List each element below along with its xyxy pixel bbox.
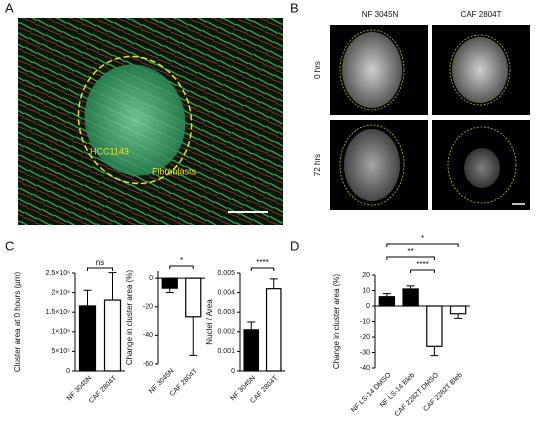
bar xyxy=(161,277,178,289)
error-bar xyxy=(108,272,117,301)
error-bar xyxy=(189,316,198,356)
bracket xyxy=(410,269,435,273)
y-tick-label: 10 xyxy=(362,287,370,294)
row-label: 72 hrs xyxy=(313,154,322,176)
cluster xyxy=(84,64,186,176)
x-tick-label: NF LS-14 DMSO xyxy=(350,371,393,414)
y-axis-label: Change in cluster area (%) xyxy=(332,274,341,369)
y-tick-label: 0 xyxy=(149,275,153,282)
bracket xyxy=(169,265,194,269)
y-axis-label: Change in cluster area (%) xyxy=(125,270,134,365)
significance: ** xyxy=(408,247,414,256)
significance: **** xyxy=(416,260,428,269)
bar xyxy=(103,299,122,372)
y-tick-label: -40 xyxy=(143,332,153,339)
significance: **** xyxy=(256,258,268,267)
column-label: NF 3045N xyxy=(362,10,399,19)
y-tick-label: 5×10⁵ xyxy=(51,348,70,355)
bar xyxy=(185,277,202,318)
y-tick-label: -60 xyxy=(143,361,153,368)
bracket xyxy=(250,267,275,271)
y-tick-label: 0 xyxy=(366,303,370,310)
panel-letter: B xyxy=(290,0,299,15)
bar xyxy=(243,329,260,372)
bar xyxy=(378,296,396,307)
y-tick-label: -30 xyxy=(360,349,370,356)
y-tick-label: 0.005 xyxy=(217,270,235,277)
y-tick-label: 1×10⁶ xyxy=(51,329,70,336)
bracket xyxy=(386,243,459,247)
error-bar xyxy=(165,288,174,293)
y-axis-label: Nuclei / Area xyxy=(205,299,214,345)
y-tick-label: -40 xyxy=(360,365,370,372)
y-tick-label: 20 xyxy=(362,272,370,279)
bar xyxy=(265,288,282,372)
y-tick-label: -20 xyxy=(143,304,153,311)
bracket xyxy=(386,256,435,260)
outline xyxy=(77,55,193,185)
panel-letter: D xyxy=(290,238,299,253)
micrographs xyxy=(330,25,530,210)
bar xyxy=(449,305,467,315)
bar xyxy=(78,305,97,372)
label: Fibroblasts xyxy=(152,166,197,176)
error-bar xyxy=(430,346,439,357)
x-tick-label: CAF 2282T DMSO xyxy=(394,371,441,418)
significance: * xyxy=(180,256,183,265)
row-label: 0 hrs xyxy=(313,61,322,79)
error-bar xyxy=(406,285,415,289)
y-tick-label: 0 xyxy=(66,368,70,375)
label: HCC1143 xyxy=(90,146,129,156)
y-axis-label: Cluster area at 0 hours (µm) xyxy=(13,272,22,373)
x-tick-label: CAF 2804T xyxy=(88,374,119,405)
error-bar xyxy=(83,289,92,306)
y-tick-label: 1.5×10⁶ xyxy=(46,309,71,316)
y-tick-label: 2.5×10⁶ xyxy=(46,270,71,277)
y-tick-label: 0.004 xyxy=(217,289,235,296)
panel-letter: C xyxy=(5,238,14,253)
significance: * xyxy=(421,234,424,243)
y-tick-label: -20 xyxy=(360,334,370,341)
panel-letter: A xyxy=(5,0,14,15)
bar xyxy=(426,305,443,347)
y-tick-label: 0.002 xyxy=(217,329,235,336)
error-bar xyxy=(382,293,391,297)
y-tick-label: 0.003 xyxy=(217,309,235,316)
error-bar xyxy=(454,313,463,319)
y-tick-label: 2×10⁶ xyxy=(51,289,70,296)
y-tick-label: 0 xyxy=(231,368,235,375)
error-bar xyxy=(247,321,256,330)
bar xyxy=(402,288,419,307)
y-tick-label: -10 xyxy=(360,318,370,325)
error-bar xyxy=(269,278,278,289)
column-label: CAF 2804T xyxy=(461,10,502,19)
y-tick-label: 0.001 xyxy=(217,348,235,355)
significance: ns xyxy=(96,258,104,267)
bracket xyxy=(87,267,113,271)
